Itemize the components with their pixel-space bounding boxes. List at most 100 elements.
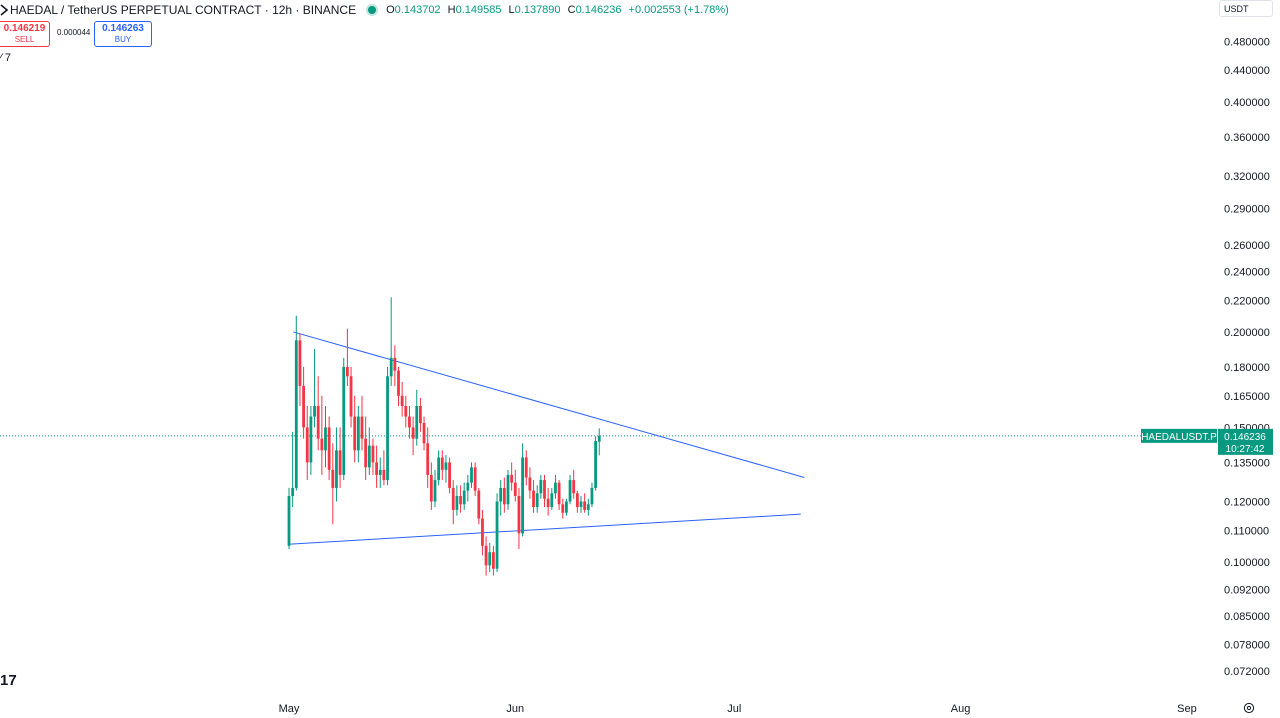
candle-body (495, 501, 499, 569)
candle-body (287, 495, 291, 546)
symbol-tag-bg (1141, 428, 1217, 443)
candle-body (575, 493, 579, 508)
candle-body (320, 438, 324, 451)
x-tick-label: Jun (506, 703, 524, 715)
indicators-toggle[interactable]: ⁄ 7 (0, 52, 12, 64)
y-tick-label: 0.320000 (1224, 171, 1270, 183)
y-tick-label: 0.400000 (1224, 97, 1270, 109)
candle-body (426, 443, 430, 475)
candle-body (539, 480, 543, 494)
x-tick-label: Aug (951, 703, 971, 715)
x-tick-label: May (279, 703, 300, 715)
candle-body (586, 504, 590, 510)
candle-countdown: 10:27:42 (1226, 444, 1265, 455)
candle-body (433, 480, 437, 502)
candle-body (455, 495, 459, 510)
candle-body (499, 487, 503, 502)
candle-body (502, 487, 506, 505)
last-price-tag: 0.146236 (1224, 432, 1266, 443)
y-tick-label: 0.240000 (1224, 266, 1270, 278)
symbol-tag: HAEDALUSDT.P (1141, 432, 1217, 443)
candle-body (408, 416, 411, 428)
candle-body (349, 376, 353, 417)
candle-body (360, 416, 364, 439)
candle-body (338, 450, 342, 475)
y-tick-label: 0.072000 (1224, 666, 1270, 678)
candle-body (327, 427, 331, 470)
chart-legend: HAEDAL / TetherUS PERPETUAL CONTRACT · 1… (0, 0, 733, 20)
buy-price: 0.146263 (102, 23, 144, 34)
candle-body (583, 501, 587, 510)
candle-body (353, 416, 357, 451)
candle-body (543, 480, 546, 499)
y-tick-label: 0.135000 (1224, 457, 1270, 469)
price-tag-bg (1218, 428, 1273, 455)
y-tick-label: 0.085000 (1224, 611, 1270, 623)
candle-body (400, 395, 404, 406)
candle-body (484, 545, 488, 566)
candle-body (466, 482, 470, 491)
candle-body (528, 477, 532, 491)
sell-label: SELL (14, 35, 35, 44)
spread-value: 0.000044 (57, 28, 91, 37)
x-tick-label: Sep (1177, 703, 1197, 715)
candle-body (346, 366, 349, 377)
sell-button[interactable]: 0.146219 SELL (0, 21, 50, 47)
candle-body (302, 385, 305, 428)
market-status-dot (368, 6, 377, 14)
candle-body (294, 340, 298, 488)
y-tick-label: 0.440000 (1224, 65, 1270, 77)
candle-body (371, 445, 375, 463)
tradingview-logo[interactable]: 17 (0, 672, 17, 689)
candle-body (356, 416, 360, 451)
buy-label: BUY (114, 35, 132, 44)
price-axis[interactable]: 0.480000 0.440000 0.400000 0.360000 0.320000… (1224, 36, 1270, 678)
candle-body (324, 427, 327, 451)
candle-body (524, 457, 528, 478)
settings-icon[interactable] (1243, 702, 1255, 714)
candle-body (440, 457, 444, 470)
ohlc-low-key: L (508, 4, 515, 16)
candle-body (594, 440, 597, 488)
candle-body (597, 435, 601, 442)
y-tick-label: 0.165000 (1224, 391, 1270, 403)
candle-body (532, 490, 535, 508)
currency-select[interactable]: USDT (1219, 0, 1273, 17)
candle-body (572, 480, 576, 494)
y-tick-label: 0.360000 (1224, 132, 1270, 144)
buy-button[interactable]: 0.146263 BUY (94, 21, 152, 47)
candle-body (470, 467, 473, 483)
candle-body (393, 357, 397, 371)
candle-body (313, 405, 316, 417)
candle-body (590, 487, 594, 505)
candle-body (488, 552, 492, 566)
candle-body (506, 474, 510, 505)
x-tick-label: Jul (727, 703, 741, 715)
candle-body (448, 462, 451, 488)
y-tick-label: 0.180000 (1224, 362, 1270, 374)
ohlc-high-value: 0.149585 (455, 4, 502, 16)
symbol-title[interactable]: HAEDAL / TetherUS PERPETUAL CONTRACT · 1… (10, 3, 357, 17)
y-tick-label: 0.092000 (1224, 585, 1270, 597)
ohlc-low-value: 0.137890 (514, 4, 561, 16)
candle-body (521, 457, 524, 534)
ohlc-close-key: C (567, 4, 576, 16)
candle-body (305, 427, 309, 463)
candle-body (565, 501, 568, 513)
y-tick-label: 0.290000 (1224, 204, 1270, 216)
ohlc-values: O0.143702 H0.149585 L0.137890 C0.146236 … (386, 4, 733, 16)
ohlc-change-value: +0.002553 (+1.78%) (628, 4, 729, 16)
candle-body (546, 498, 550, 508)
candle-body (568, 480, 572, 502)
ohlc-open-key: O (386, 4, 395, 16)
candle-body (437, 457, 441, 481)
symbol-logo-icon (0, 4, 8, 16)
y-tick-label: 0.220000 (1224, 295, 1270, 307)
time-axis[interactable]: May Jun Jul Aug Sep (279, 703, 1197, 715)
candle-body (451, 487, 455, 510)
candle-body (510, 474, 514, 483)
candle-body (481, 518, 484, 546)
candle-body (561, 504, 565, 513)
y-tick-label: 0.120000 (1224, 496, 1270, 508)
